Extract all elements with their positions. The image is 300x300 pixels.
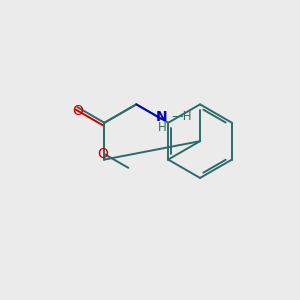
Text: O: O xyxy=(72,104,83,118)
Text: N: N xyxy=(156,110,168,124)
Text: —H: —H xyxy=(171,110,192,123)
Text: O: O xyxy=(98,147,108,161)
Text: H: H xyxy=(158,121,166,134)
